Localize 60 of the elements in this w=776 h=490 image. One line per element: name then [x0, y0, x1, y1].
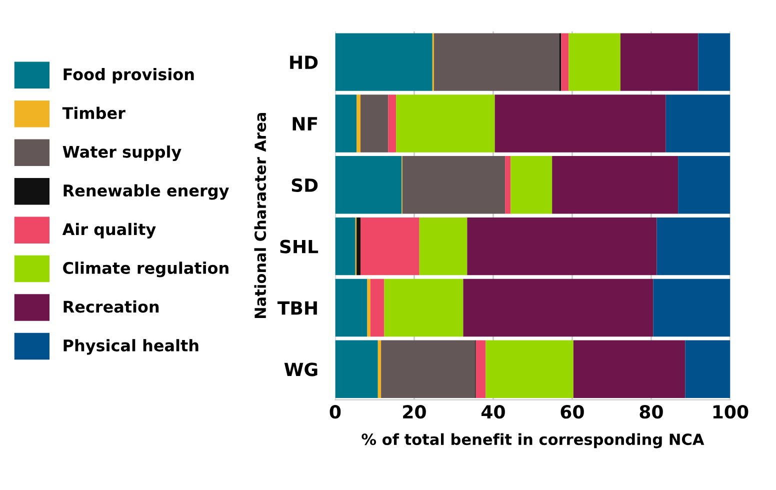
x-tick-label: 60 — [560, 405, 584, 419]
bar — [356, 217, 361, 276]
y-axis-title: National Character Area — [254, 112, 266, 318]
bar — [510, 156, 552, 214]
bar — [335, 340, 378, 398]
legend-label: Renewable energy — [64, 184, 229, 200]
bar — [356, 94, 361, 152]
bar — [678, 156, 730, 214]
bar — [568, 33, 620, 91]
x-tick-label: 0 — [330, 405, 341, 419]
bar — [378, 340, 382, 398]
bar — [698, 33, 730, 91]
bar — [552, 156, 678, 214]
legend-label: Climate regulation — [63, 262, 228, 278]
bar — [381, 340, 476, 398]
bar — [494, 94, 666, 152]
bar — [685, 340, 730, 398]
x-tick-label: 80 — [640, 405, 663, 419]
bar — [486, 340, 574, 398]
bar — [388, 94, 396, 152]
legend-label: Food provision — [64, 68, 194, 84]
bar — [360, 94, 388, 152]
bar — [396, 94, 495, 152]
bar — [505, 156, 511, 214]
bar — [653, 278, 730, 337]
legend-label: Water supply — [62, 145, 182, 162]
y-tick-label: SHL — [280, 240, 318, 254]
bar — [561, 33, 569, 91]
bar — [335, 33, 432, 91]
bar — [573, 340, 686, 398]
bar — [335, 94, 357, 152]
bar — [335, 278, 368, 337]
bar — [434, 33, 560, 91]
bar — [620, 33, 698, 91]
legend-label: Recreation — [64, 300, 159, 313]
y-tick-label: SD — [292, 178, 318, 192]
bar — [476, 340, 486, 398]
y-tick-label: HD — [290, 56, 318, 69]
legend-label: Physical health — [64, 339, 198, 355]
y-tick-label: TBH — [277, 301, 317, 315]
bar — [419, 217, 468, 276]
bar — [463, 278, 654, 337]
y-tick-label: WG — [284, 362, 318, 376]
bar — [666, 94, 730, 152]
bar — [402, 156, 506, 214]
bar — [467, 217, 657, 276]
x-axis-title: % of total benefit in corresponding NCA — [362, 433, 704, 448]
bar — [335, 156, 402, 214]
x-tick-label: 100 — [713, 405, 748, 419]
legend-label: Timber — [62, 106, 126, 120]
legend-label: Air quality — [62, 222, 156, 239]
bar — [656, 217, 730, 276]
y-tick-label: NF — [292, 117, 318, 130]
x-tick-label: 40 — [481, 405, 505, 419]
bar — [367, 278, 370, 337]
bar — [384, 278, 464, 337]
bar — [360, 217, 420, 276]
x-tick-label: 20 — [403, 405, 426, 419]
bar — [370, 278, 384, 337]
bar — [335, 217, 356, 276]
